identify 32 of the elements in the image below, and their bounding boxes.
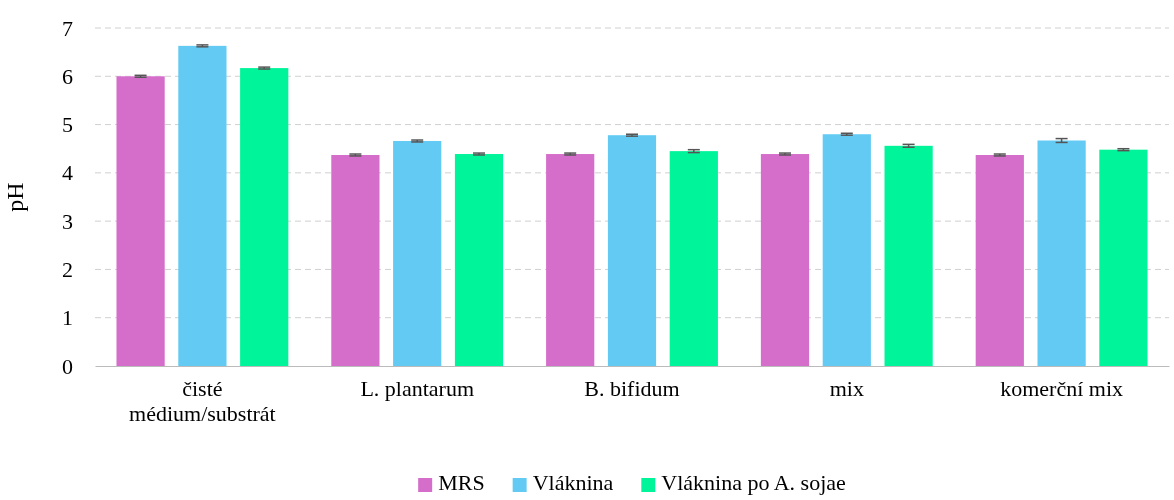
bar [1099, 149, 1148, 366]
bar [546, 154, 595, 366]
bar [454, 154, 504, 366]
x-tick-label: čisté médium/substrát [129, 375, 276, 426]
y-tick-label: 3 [62, 208, 73, 234]
y-tick-label: 1 [62, 305, 73, 331]
y-tick-label: 2 [62, 256, 73, 282]
legend-label: Vláknina po A. sojae [661, 470, 846, 495]
bar [240, 68, 289, 366]
legend-label: MRS [438, 470, 485, 495]
x-tick-label: mix [829, 375, 864, 401]
bar [331, 154, 380, 366]
y-tick-label: 0 [62, 353, 73, 379]
y-axis-title: pH [2, 182, 28, 212]
bar [393, 140, 442, 366]
y-tick-label: 6 [62, 63, 73, 89]
bar [607, 135, 657, 366]
y-tick-label: 7 [62, 15, 73, 41]
x-tick-label: L. plantarum [360, 375, 475, 401]
legend-label: Vláknina [532, 470, 614, 495]
x-tick-label: B. bifidum [584, 375, 680, 401]
bar [760, 154, 810, 366]
bar [178, 45, 227, 366]
y-tick-label: 5 [62, 112, 73, 138]
bar [669, 151, 718, 366]
bar [884, 145, 933, 366]
bar [822, 134, 871, 366]
x-tick-label: komerční mix [1000, 375, 1124, 401]
y-tick-label: 4 [62, 160, 73, 186]
bar [1037, 140, 1086, 366]
bar [116, 76, 165, 366]
bar [975, 154, 1024, 366]
